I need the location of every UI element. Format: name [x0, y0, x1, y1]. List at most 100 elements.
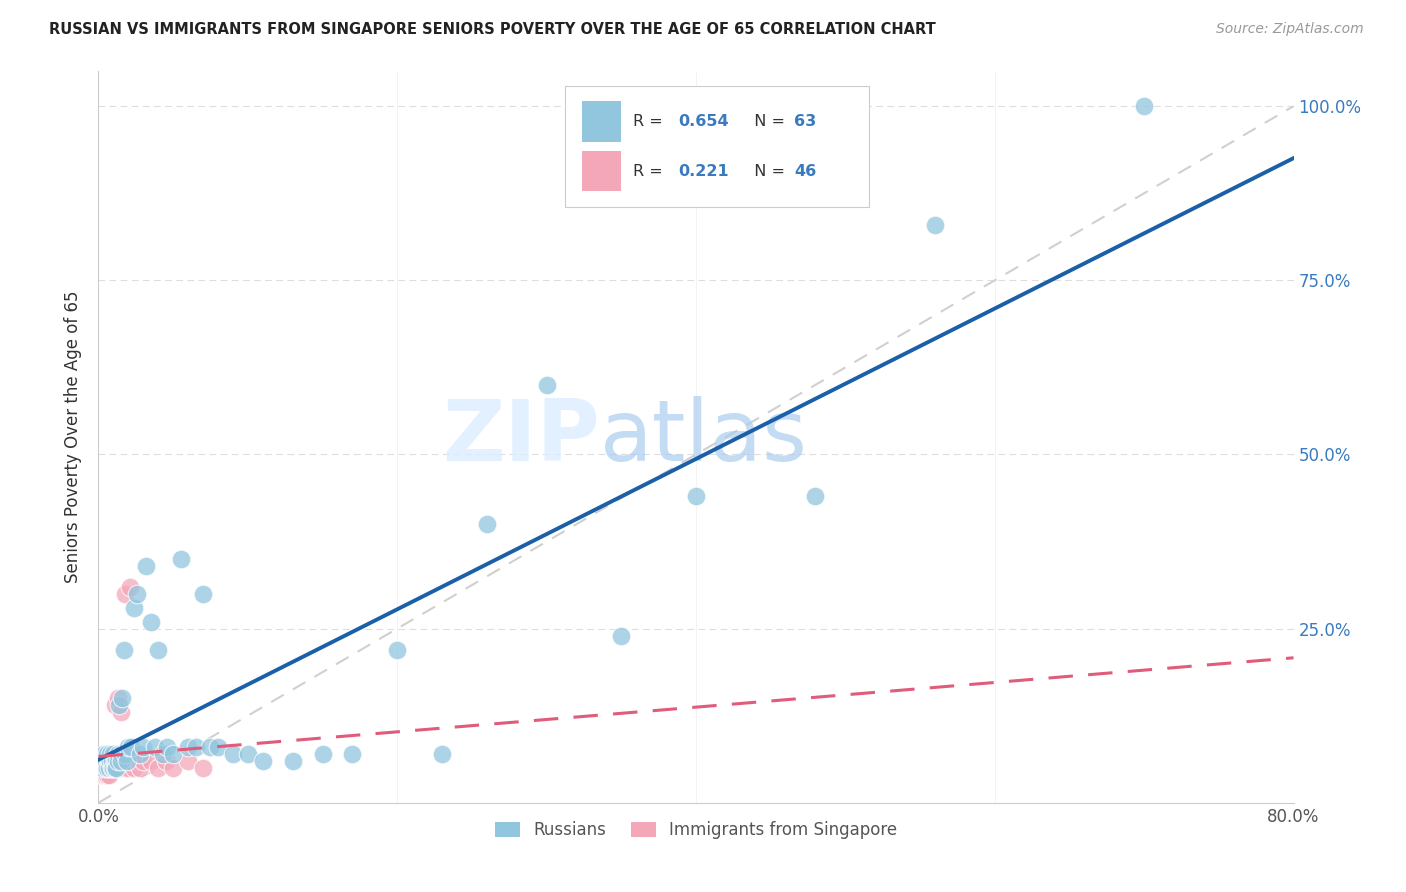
Point	[152, 747, 174, 761]
Point	[97, 754, 120, 768]
Point	[98, 747, 122, 761]
Point	[96, 761, 118, 775]
Point	[924, 218, 946, 232]
Point	[93, 768, 115, 782]
Point	[475, 517, 498, 532]
Point	[115, 754, 138, 768]
Point	[430, 747, 453, 761]
Point	[107, 761, 129, 775]
Point	[132, 740, 155, 755]
Point	[98, 754, 122, 768]
Point	[110, 705, 132, 719]
Point	[143, 740, 166, 755]
FancyBboxPatch shape	[582, 102, 620, 142]
Point	[804, 489, 827, 503]
Text: 63: 63	[794, 114, 817, 128]
Point	[94, 768, 117, 782]
Point	[97, 768, 120, 782]
Point	[97, 754, 120, 768]
Text: R =: R =	[633, 114, 668, 128]
Point	[105, 754, 128, 768]
Text: R =: R =	[633, 164, 668, 178]
Point	[97, 761, 120, 775]
Point	[112, 642, 135, 657]
Point	[108, 754, 131, 768]
Point	[191, 761, 214, 775]
Point	[155, 754, 177, 768]
Point	[1133, 99, 1156, 113]
Point	[96, 768, 118, 782]
Point	[117, 740, 139, 755]
Point	[108, 698, 131, 713]
Point	[281, 754, 304, 768]
Point	[107, 747, 129, 761]
Legend: Russians, Immigrants from Singapore: Russians, Immigrants from Singapore	[488, 814, 904, 846]
Point	[127, 754, 149, 768]
Point	[536, 377, 558, 392]
Point	[120, 740, 142, 755]
Point	[94, 761, 117, 775]
Point	[129, 761, 152, 775]
Point	[104, 761, 127, 775]
Point	[117, 761, 139, 775]
Point	[94, 754, 117, 768]
Point	[124, 600, 146, 615]
Point	[89, 761, 111, 775]
Point	[91, 768, 114, 782]
Point	[96, 754, 118, 768]
FancyBboxPatch shape	[582, 151, 620, 192]
Point	[685, 489, 707, 503]
Point	[162, 761, 184, 775]
Point	[90, 768, 112, 782]
Point	[177, 740, 200, 755]
Point	[236, 747, 259, 761]
Point	[96, 747, 118, 761]
Point	[311, 747, 333, 761]
Point	[610, 629, 633, 643]
Point	[177, 754, 200, 768]
Text: 0.221: 0.221	[678, 164, 728, 178]
Point	[169, 552, 191, 566]
Point	[105, 761, 128, 775]
Point	[98, 754, 122, 768]
Text: N =: N =	[744, 164, 790, 178]
Point	[132, 754, 155, 768]
Point	[148, 761, 170, 775]
Point	[104, 698, 127, 713]
Point	[120, 754, 142, 768]
Point	[342, 747, 364, 761]
Point	[94, 754, 117, 768]
Point	[93, 761, 115, 775]
Point	[111, 691, 134, 706]
Point	[222, 747, 245, 761]
Point	[127, 587, 149, 601]
Point	[103, 754, 125, 768]
Point	[110, 747, 132, 761]
Point	[93, 754, 115, 768]
Point	[191, 587, 214, 601]
Point	[114, 587, 136, 601]
Point	[124, 761, 146, 775]
Point	[162, 747, 184, 761]
Text: atlas: atlas	[600, 395, 808, 479]
Point	[96, 761, 118, 775]
Text: N =: N =	[744, 114, 790, 128]
Point	[385, 642, 409, 657]
Point	[135, 558, 157, 573]
Point	[129, 747, 152, 761]
Point	[200, 740, 222, 755]
Point	[101, 754, 124, 768]
Point	[107, 691, 129, 706]
Point	[156, 740, 179, 755]
Point	[148, 642, 170, 657]
Point	[118, 580, 141, 594]
Point	[98, 761, 122, 775]
Point	[101, 761, 124, 775]
Point	[97, 761, 120, 775]
Point	[114, 747, 136, 761]
Point	[101, 754, 124, 768]
Point	[139, 754, 162, 768]
Point	[91, 761, 114, 775]
Text: 0.654: 0.654	[678, 114, 728, 128]
Point	[103, 761, 125, 775]
